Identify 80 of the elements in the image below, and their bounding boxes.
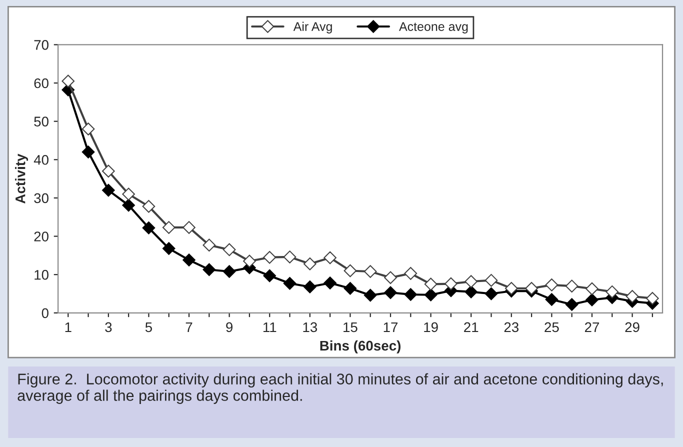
point <box>626 290 639 303</box>
point <box>202 238 216 252</box>
point <box>162 221 176 234</box>
x-tick-label: 25 <box>544 322 559 332</box>
x-tick-label: 7 <box>186 322 192 332</box>
point <box>344 282 357 295</box>
point <box>202 263 216 276</box>
caption: Figure 2. Locomotor activity during each initial 30 minutes of air and acetone conditioning days, average of all the pairings days combined. <box>18 373 663 404</box>
point <box>324 276 336 290</box>
x-tick-label: 15 <box>344 322 358 332</box>
point <box>263 269 276 282</box>
point <box>243 254 256 268</box>
x-tick-label: 11 <box>263 322 276 332</box>
point <box>102 184 115 197</box>
point <box>142 200 156 213</box>
point <box>525 282 538 295</box>
x-tick-label: 17 <box>384 322 398 332</box>
point <box>484 287 498 300</box>
point <box>304 257 316 270</box>
point <box>464 275 478 288</box>
y-tick-label: 10 <box>34 270 48 280</box>
point <box>504 282 518 295</box>
point <box>263 250 276 264</box>
point <box>182 221 196 234</box>
x-tick-label: 13 <box>303 322 318 332</box>
x-tick-label: 1 <box>65 322 72 332</box>
point <box>142 221 156 234</box>
point <box>404 288 418 301</box>
y-tick-label: 60 <box>34 78 48 88</box>
y-tick-label: 40 <box>34 154 48 165</box>
point <box>646 292 659 305</box>
x-axis-title: Bins (60sec) <box>320 340 401 354</box>
point <box>102 164 115 178</box>
y-tick-label: 30 <box>34 193 48 204</box>
point <box>484 274 498 287</box>
point <box>565 280 578 292</box>
y-tick-label: 20 <box>34 232 48 242</box>
point <box>565 298 578 311</box>
point <box>82 122 95 136</box>
point <box>606 285 619 298</box>
point <box>364 288 377 302</box>
y-tick-label: 70 <box>34 40 48 50</box>
x-tick-label: 9 <box>226 322 233 332</box>
legend-label: Acteone avg <box>399 22 468 34</box>
point <box>62 74 75 88</box>
point <box>586 282 598 296</box>
y-tick-label: 0 <box>42 308 48 318</box>
point <box>344 264 357 278</box>
point <box>424 288 438 302</box>
x-tick-label: 23 <box>504 322 519 332</box>
x-tick-label: 5 <box>145 322 152 332</box>
point <box>464 285 478 298</box>
y-axis-title: Activity <box>15 154 28 204</box>
point <box>122 198 135 212</box>
point <box>162 242 176 255</box>
point <box>424 278 438 291</box>
point <box>384 271 397 284</box>
point <box>222 243 236 256</box>
x-tick-label: 19 <box>424 322 438 332</box>
point <box>586 293 598 306</box>
point <box>182 254 196 266</box>
x-tick-label: 27 <box>584 322 600 332</box>
point <box>444 277 458 290</box>
point <box>222 265 236 278</box>
point <box>364 265 377 278</box>
point <box>384 286 397 300</box>
x-tick-label: 3 <box>105 322 112 332</box>
y-tick-label: 50 <box>34 116 48 126</box>
point <box>324 251 336 264</box>
point <box>304 280 316 294</box>
x-tick-label: 29 <box>625 322 640 332</box>
point <box>122 188 135 201</box>
point <box>283 250 296 264</box>
x-tick-label: 21 <box>464 322 478 332</box>
point <box>545 293 558 306</box>
legend-label: Air Avg <box>293 22 332 34</box>
point <box>283 276 296 290</box>
point <box>545 278 558 292</box>
point <box>404 267 418 280</box>
point <box>82 146 95 158</box>
